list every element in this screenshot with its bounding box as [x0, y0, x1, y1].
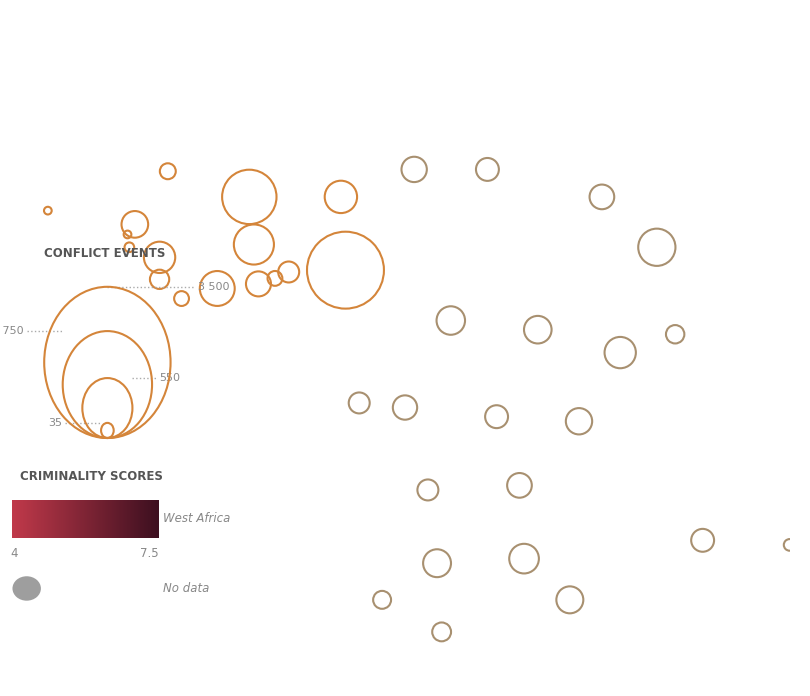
Circle shape: [12, 576, 40, 601]
Text: No data: No data: [164, 582, 210, 595]
Text: 550: 550: [160, 373, 181, 383]
Text: 3 500: 3 500: [198, 282, 229, 292]
Text: West Africa: West Africa: [164, 512, 231, 525]
Text: 4: 4: [11, 547, 18, 560]
Text: CRIMINALITY SCORES: CRIMINALITY SCORES: [19, 470, 163, 483]
Text: 1 750: 1 750: [0, 326, 23, 336]
Text: 7.5: 7.5: [140, 547, 159, 560]
Text: CONFLICT EVENTS: CONFLICT EVENTS: [44, 247, 165, 260]
Text: 35: 35: [48, 418, 62, 428]
